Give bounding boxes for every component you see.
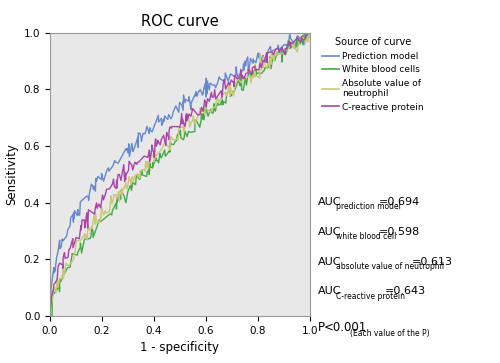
Text: =0.694: =0.694	[379, 197, 420, 207]
Text: AUC: AUC	[318, 257, 341, 267]
Text: absolute value of neutrophil: absolute value of neutrophil	[336, 262, 444, 271]
Text: C-reactive protein: C-reactive protein	[336, 292, 405, 301]
Text: P: P	[318, 321, 324, 334]
Text: (Each value of the P): (Each value of the P)	[350, 329, 430, 338]
Text: prediction model: prediction model	[336, 203, 401, 212]
Text: =0.643: =0.643	[384, 286, 426, 297]
Text: <0.001: <0.001	[324, 321, 367, 334]
Legend: Prediction model, White blood cells, Absolute value of
neutrophil, C-reactive pr: Prediction model, White blood cells, Abs…	[322, 37, 424, 112]
Text: =0.598: =0.598	[379, 227, 420, 237]
Title: ROC curve: ROC curve	[141, 14, 219, 29]
Y-axis label: Sensitivity: Sensitivity	[5, 143, 18, 205]
Text: AUC: AUC	[318, 227, 341, 237]
Text: AUC: AUC	[318, 286, 341, 297]
Text: white blood cell: white blood cell	[336, 232, 396, 241]
Text: AUC: AUC	[318, 197, 341, 207]
Text: =0.613: =0.613	[412, 257, 453, 267]
X-axis label: 1 - specificity: 1 - specificity	[140, 341, 220, 354]
